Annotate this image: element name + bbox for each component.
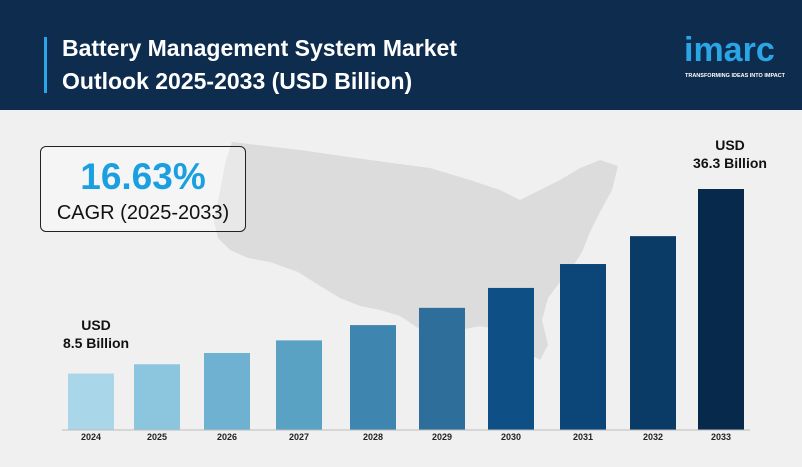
x-tick-labels: 2024 2025 2026 2027 2028 2029 2030 2031 2032 2033 <box>81 432 731 442</box>
cagr-value: 16.63% <box>80 156 206 197</box>
x-tick-2028: 2028 <box>363 432 383 442</box>
bar-2024 <box>68 373 114 430</box>
x-tick-2032: 2032 <box>643 432 663 442</box>
bar-2031 <box>560 264 606 430</box>
title-line-2: Outlook 2025-2033 (USD Billion) <box>62 68 413 94</box>
bar-2026 <box>204 352 250 430</box>
us-map-silhouette <box>214 142 618 360</box>
chart-title: Battery Management System Market Outlook… <box>62 32 622 98</box>
us-map-shape <box>214 142 618 360</box>
bar-2027 <box>276 340 322 430</box>
imarc-logo: imarc TRANSFORMING IDEAS INTO IMPACT <box>684 33 794 83</box>
x-tick-2024: 2024 <box>81 432 101 442</box>
last-value-annotation: USD 36.3 Billion <box>680 136 780 172</box>
x-tick-2025: 2025 <box>147 432 167 442</box>
bar-2030 <box>488 287 534 430</box>
bar-2025 <box>134 364 180 430</box>
x-tick-2030: 2030 <box>501 432 521 442</box>
bar-2032 <box>630 236 676 430</box>
x-tick-2027: 2027 <box>289 432 309 442</box>
bar-2033 <box>698 189 744 430</box>
x-tick-2033: 2033 <box>711 432 731 442</box>
header-banner: Battery Management System Market Outlook… <box>0 0 802 110</box>
x-tick-2029: 2029 <box>432 432 452 442</box>
bars-layer <box>62 189 750 431</box>
cagr-label: CAGR (2025-2033) <box>56 202 230 224</box>
title-line-1: Battery Management System Market <box>62 35 457 61</box>
bar-2029 <box>419 307 465 430</box>
logo-wordmark: imarc <box>684 31 775 69</box>
logo-tagline: TRANSFORMING IDEAS INTO IMPACT <box>685 73 786 79</box>
first-annotation-line-2: 8.5 Billion <box>62 335 130 351</box>
x-tick-2031: 2031 <box>573 432 593 442</box>
last-annotation-line-1: USD <box>715 137 745 153</box>
bar-2028 <box>350 325 396 430</box>
first-value-annotation: USD 8.5 Billion <box>56 316 136 352</box>
last-annotation-line-2: 36.3 Billion <box>693 155 767 171</box>
cagr-box: 16.63% CAGR (2025-2033) <box>40 146 246 232</box>
first-annotation-line-1: USD <box>81 317 111 333</box>
header-accent-bar <box>44 37 47 93</box>
x-tick-2026: 2026 <box>217 432 237 442</box>
